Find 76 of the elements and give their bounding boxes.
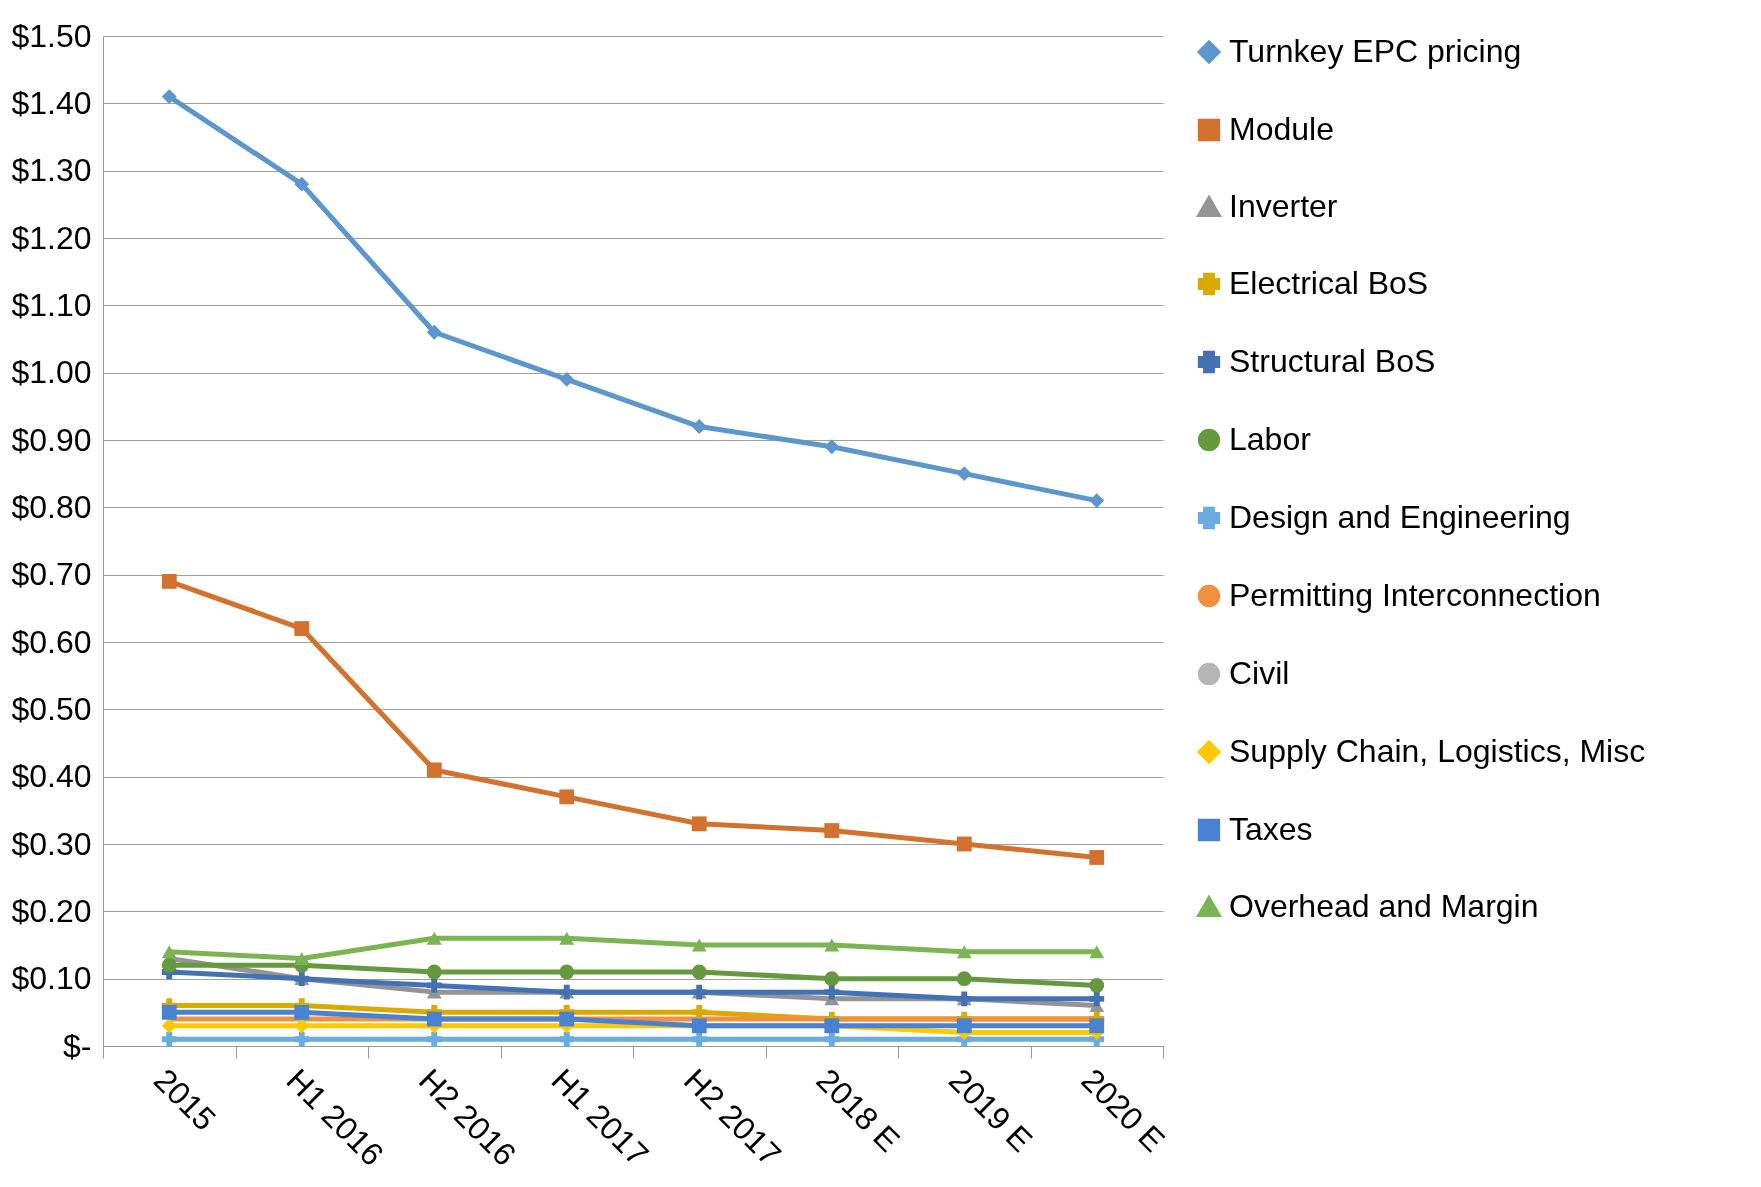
legend-label: Turnkey EPC pricing	[1229, 33, 1522, 69]
y-tick-label: $1.10	[11, 286, 92, 323]
point	[294, 1031, 310, 1047]
point	[294, 1004, 310, 1020]
point	[559, 371, 575, 387]
legend-label: Structural BoS	[1229, 343, 1436, 379]
legend-label: Module	[1229, 111, 1334, 147]
point	[559, 789, 575, 805]
point	[1089, 945, 1105, 959]
point	[294, 176, 310, 192]
point	[426, 1031, 442, 1047]
legend-label: Supply Chain, Logistics, Misc	[1229, 733, 1646, 769]
point	[426, 931, 442, 945]
y-tick-label: $0.50	[11, 690, 92, 727]
point	[161, 1004, 177, 1020]
point	[1089, 978, 1105, 993]
point	[1089, 991, 1105, 1007]
point	[294, 621, 310, 636]
point	[1089, 850, 1105, 865]
point	[691, 1031, 707, 1047]
point	[824, 938, 840, 952]
point	[824, 439, 840, 455]
point	[161, 1031, 177, 1047]
point	[824, 971, 840, 987]
point	[559, 1031, 575, 1047]
y-tick-label: $0.40	[11, 758, 92, 795]
point	[559, 931, 575, 945]
point	[161, 89, 177, 105]
point	[161, 573, 177, 589]
point	[691, 816, 707, 832]
legend-label: Taxes	[1229, 811, 1313, 847]
point	[426, 1011, 442, 1027]
point	[294, 952, 310, 965]
y-tick-label: $0.30	[11, 825, 92, 862]
y-tick-label: $0.90	[11, 421, 92, 458]
point	[956, 1018, 972, 1034]
point	[426, 762, 442, 778]
legend-label: Civil	[1229, 655, 1290, 691]
point	[426, 977, 442, 993]
point	[161, 957, 177, 973]
point	[691, 419, 707, 434]
y-tick-label: $0.10	[11, 960, 92, 997]
y-tick-label: $1.00	[11, 354, 92, 391]
legend-label: Design and Engineering	[1229, 499, 1571, 535]
y-tick-label: $0.70	[11, 556, 92, 593]
point	[691, 938, 707, 952]
point	[161, 945, 177, 959]
point	[691, 1004, 707, 1020]
point	[426, 964, 442, 980]
y-tick-label: $1.30	[11, 152, 92, 189]
point	[824, 823, 840, 838]
legend-label: Permitting Interconnection	[1229, 577, 1601, 613]
y-tick-label: $0.60	[11, 623, 92, 660]
point	[559, 1011, 575, 1027]
y-tick-label: $1.50	[11, 17, 92, 54]
point	[426, 324, 442, 340]
point	[1089, 1018, 1105, 1034]
point	[956, 836, 972, 852]
legend-label: Inverter	[1229, 188, 1338, 224]
point	[161, 1018, 177, 1034]
point	[1089, 493, 1105, 509]
y-tick-label: $0.20	[11, 892, 92, 929]
point	[956, 466, 972, 482]
legend-label: Labor	[1229, 421, 1312, 457]
y-tick-label: $-	[63, 1027, 92, 1064]
y-tick-label: $0.80	[11, 488, 92, 525]
legend-label: Overhead and Margin	[1229, 888, 1539, 924]
point	[824, 984, 840, 1000]
point	[824, 1031, 840, 1047]
legend-label: Electrical BoS	[1229, 265, 1429, 301]
y-tick-label: $1.40	[11, 84, 92, 121]
point	[956, 971, 972, 987]
point	[559, 964, 575, 980]
point	[956, 945, 972, 959]
y-tick-label: $1.20	[11, 219, 92, 256]
point	[691, 964, 707, 980]
